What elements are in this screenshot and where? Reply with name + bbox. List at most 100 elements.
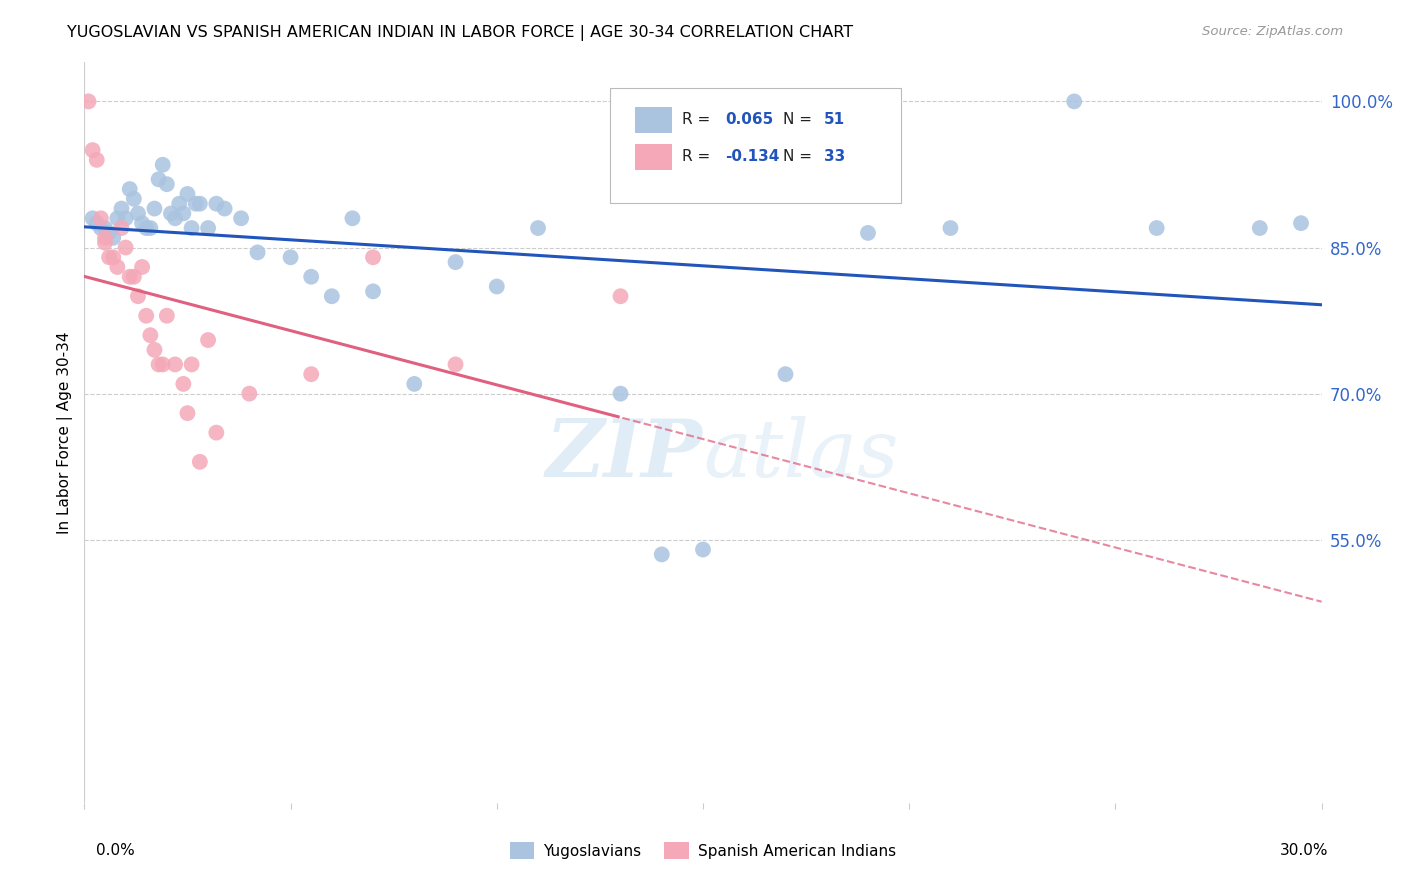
- Legend: Yugoslavians, Spanish American Indians: Yugoslavians, Spanish American Indians: [503, 836, 903, 865]
- Point: [82, 211, 104, 226]
- Point: [94, 235, 117, 250]
- Point: [143, 343, 166, 357]
- Point: [188, 196, 211, 211]
- Point: [105, 260, 128, 274]
- Point: [98, 226, 121, 240]
- Point: [114, 240, 136, 255]
- Point: [299, 367, 322, 381]
- Point: [94, 221, 117, 235]
- Point: [342, 211, 364, 226]
- Point: [127, 289, 149, 303]
- Text: atlas: atlas: [703, 416, 898, 493]
- Point: [238, 386, 260, 401]
- Point: [103, 250, 125, 264]
- Point: [1249, 221, 1271, 235]
- Point: [361, 285, 384, 299]
- Point: [197, 333, 219, 347]
- Point: [205, 196, 228, 211]
- Text: -0.134: -0.134: [725, 149, 780, 164]
- Point: [156, 178, 179, 192]
- Point: [485, 279, 508, 293]
- Point: [651, 548, 673, 562]
- Point: [404, 376, 426, 391]
- Point: [444, 255, 467, 269]
- Point: [90, 221, 112, 235]
- Point: [77, 95, 100, 109]
- Text: N =: N =: [783, 112, 817, 127]
- Point: [321, 289, 343, 303]
- Point: [118, 182, 141, 196]
- Point: [122, 269, 145, 284]
- Text: ZIP: ZIP: [546, 416, 703, 493]
- Text: R =: R =: [682, 112, 716, 127]
- Point: [103, 231, 125, 245]
- Point: [148, 358, 170, 372]
- Point: [299, 269, 322, 284]
- Point: [94, 231, 117, 245]
- Point: [90, 211, 112, 226]
- Point: [86, 216, 108, 230]
- Point: [135, 309, 157, 323]
- Text: YUGOSLAVIAN VS SPANISH AMERICAN INDIAN IN LABOR FORCE | AGE 30-34 CORRELATION CH: YUGOSLAVIAN VS SPANISH AMERICAN INDIAN I…: [67, 25, 853, 41]
- Point: [361, 250, 384, 264]
- Point: [122, 192, 145, 206]
- Point: [1063, 95, 1085, 109]
- Point: [82, 143, 104, 157]
- Point: [98, 250, 121, 264]
- Y-axis label: In Labor Force | Age 30-34: In Labor Force | Age 30-34: [58, 331, 73, 534]
- Point: [176, 186, 198, 201]
- Point: [118, 269, 141, 284]
- Point: [156, 309, 179, 323]
- Point: [184, 196, 207, 211]
- Point: [135, 221, 157, 235]
- Point: [176, 406, 198, 420]
- Text: N =: N =: [783, 149, 817, 164]
- Text: Source: ZipAtlas.com: Source: ZipAtlas.com: [1202, 25, 1343, 38]
- Point: [86, 153, 108, 167]
- Point: [205, 425, 228, 440]
- Point: [172, 376, 194, 391]
- Point: [1289, 216, 1312, 230]
- Point: [139, 221, 162, 235]
- Text: 0.065: 0.065: [725, 112, 773, 127]
- Point: [139, 328, 162, 343]
- Point: [280, 250, 302, 264]
- Point: [165, 211, 187, 226]
- FancyBboxPatch shape: [610, 88, 901, 203]
- Point: [127, 206, 149, 220]
- Point: [131, 260, 153, 274]
- Point: [609, 289, 631, 303]
- Point: [214, 202, 236, 216]
- Point: [160, 206, 183, 220]
- Point: [775, 367, 797, 381]
- Text: 0.0%: 0.0%: [96, 843, 135, 858]
- Point: [105, 211, 128, 226]
- FancyBboxPatch shape: [636, 107, 672, 133]
- Point: [110, 202, 132, 216]
- Point: [148, 172, 170, 186]
- Point: [167, 196, 190, 211]
- Point: [197, 221, 219, 235]
- Point: [152, 358, 174, 372]
- Point: [856, 226, 879, 240]
- Point: [180, 358, 202, 372]
- Point: [180, 221, 202, 235]
- FancyBboxPatch shape: [636, 144, 672, 169]
- Point: [229, 211, 252, 226]
- Point: [110, 221, 132, 235]
- Text: 51: 51: [824, 112, 845, 127]
- Point: [131, 216, 153, 230]
- Point: [939, 221, 962, 235]
- Text: 30.0%: 30.0%: [1281, 843, 1329, 858]
- Text: 33: 33: [824, 149, 845, 164]
- Point: [152, 158, 174, 172]
- Point: [444, 358, 467, 372]
- Point: [172, 206, 194, 220]
- Point: [527, 221, 550, 235]
- Point: [692, 542, 714, 557]
- Point: [143, 202, 166, 216]
- Point: [165, 358, 187, 372]
- Point: [114, 211, 136, 226]
- Text: R =: R =: [682, 149, 716, 164]
- Point: [188, 455, 211, 469]
